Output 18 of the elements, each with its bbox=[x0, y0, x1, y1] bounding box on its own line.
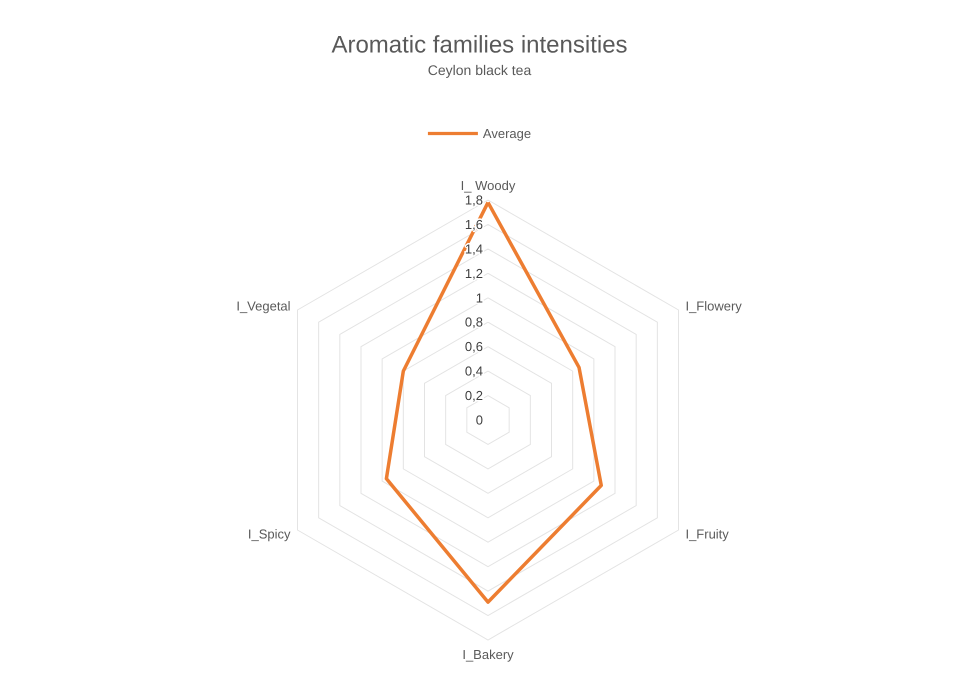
y-tick-label: 0,2 bbox=[464, 388, 483, 404]
spoke-label: I_Vegetal bbox=[236, 298, 291, 314]
y-tick-label: 1,8 bbox=[464, 192, 483, 208]
y-tick-label: 0 bbox=[476, 412, 483, 428]
y-tick-label: 1 bbox=[476, 290, 483, 306]
y-tick-label: 1,4 bbox=[464, 241, 483, 256]
y-tick-label: 0,6 bbox=[464, 339, 483, 354]
spoke-label: I_Bakery bbox=[462, 647, 514, 662]
spoke-label: I_Spicy bbox=[248, 526, 292, 542]
y-tick-label: 0,4 bbox=[464, 364, 483, 379]
y-tick-label: 1,2 bbox=[464, 266, 483, 281]
spoke-label: I_ Woody bbox=[460, 178, 516, 193]
y-tick-label: 0,8 bbox=[464, 314, 483, 330]
chart-subtitle: Ceylon black tea bbox=[428, 62, 532, 78]
legend-label: Average bbox=[482, 126, 532, 141]
spoke-label: I_Fruity bbox=[685, 526, 730, 542]
spoke-label: I_Flowery bbox=[685, 298, 742, 314]
chart-title: Aromatic families intensities bbox=[331, 32, 628, 58]
